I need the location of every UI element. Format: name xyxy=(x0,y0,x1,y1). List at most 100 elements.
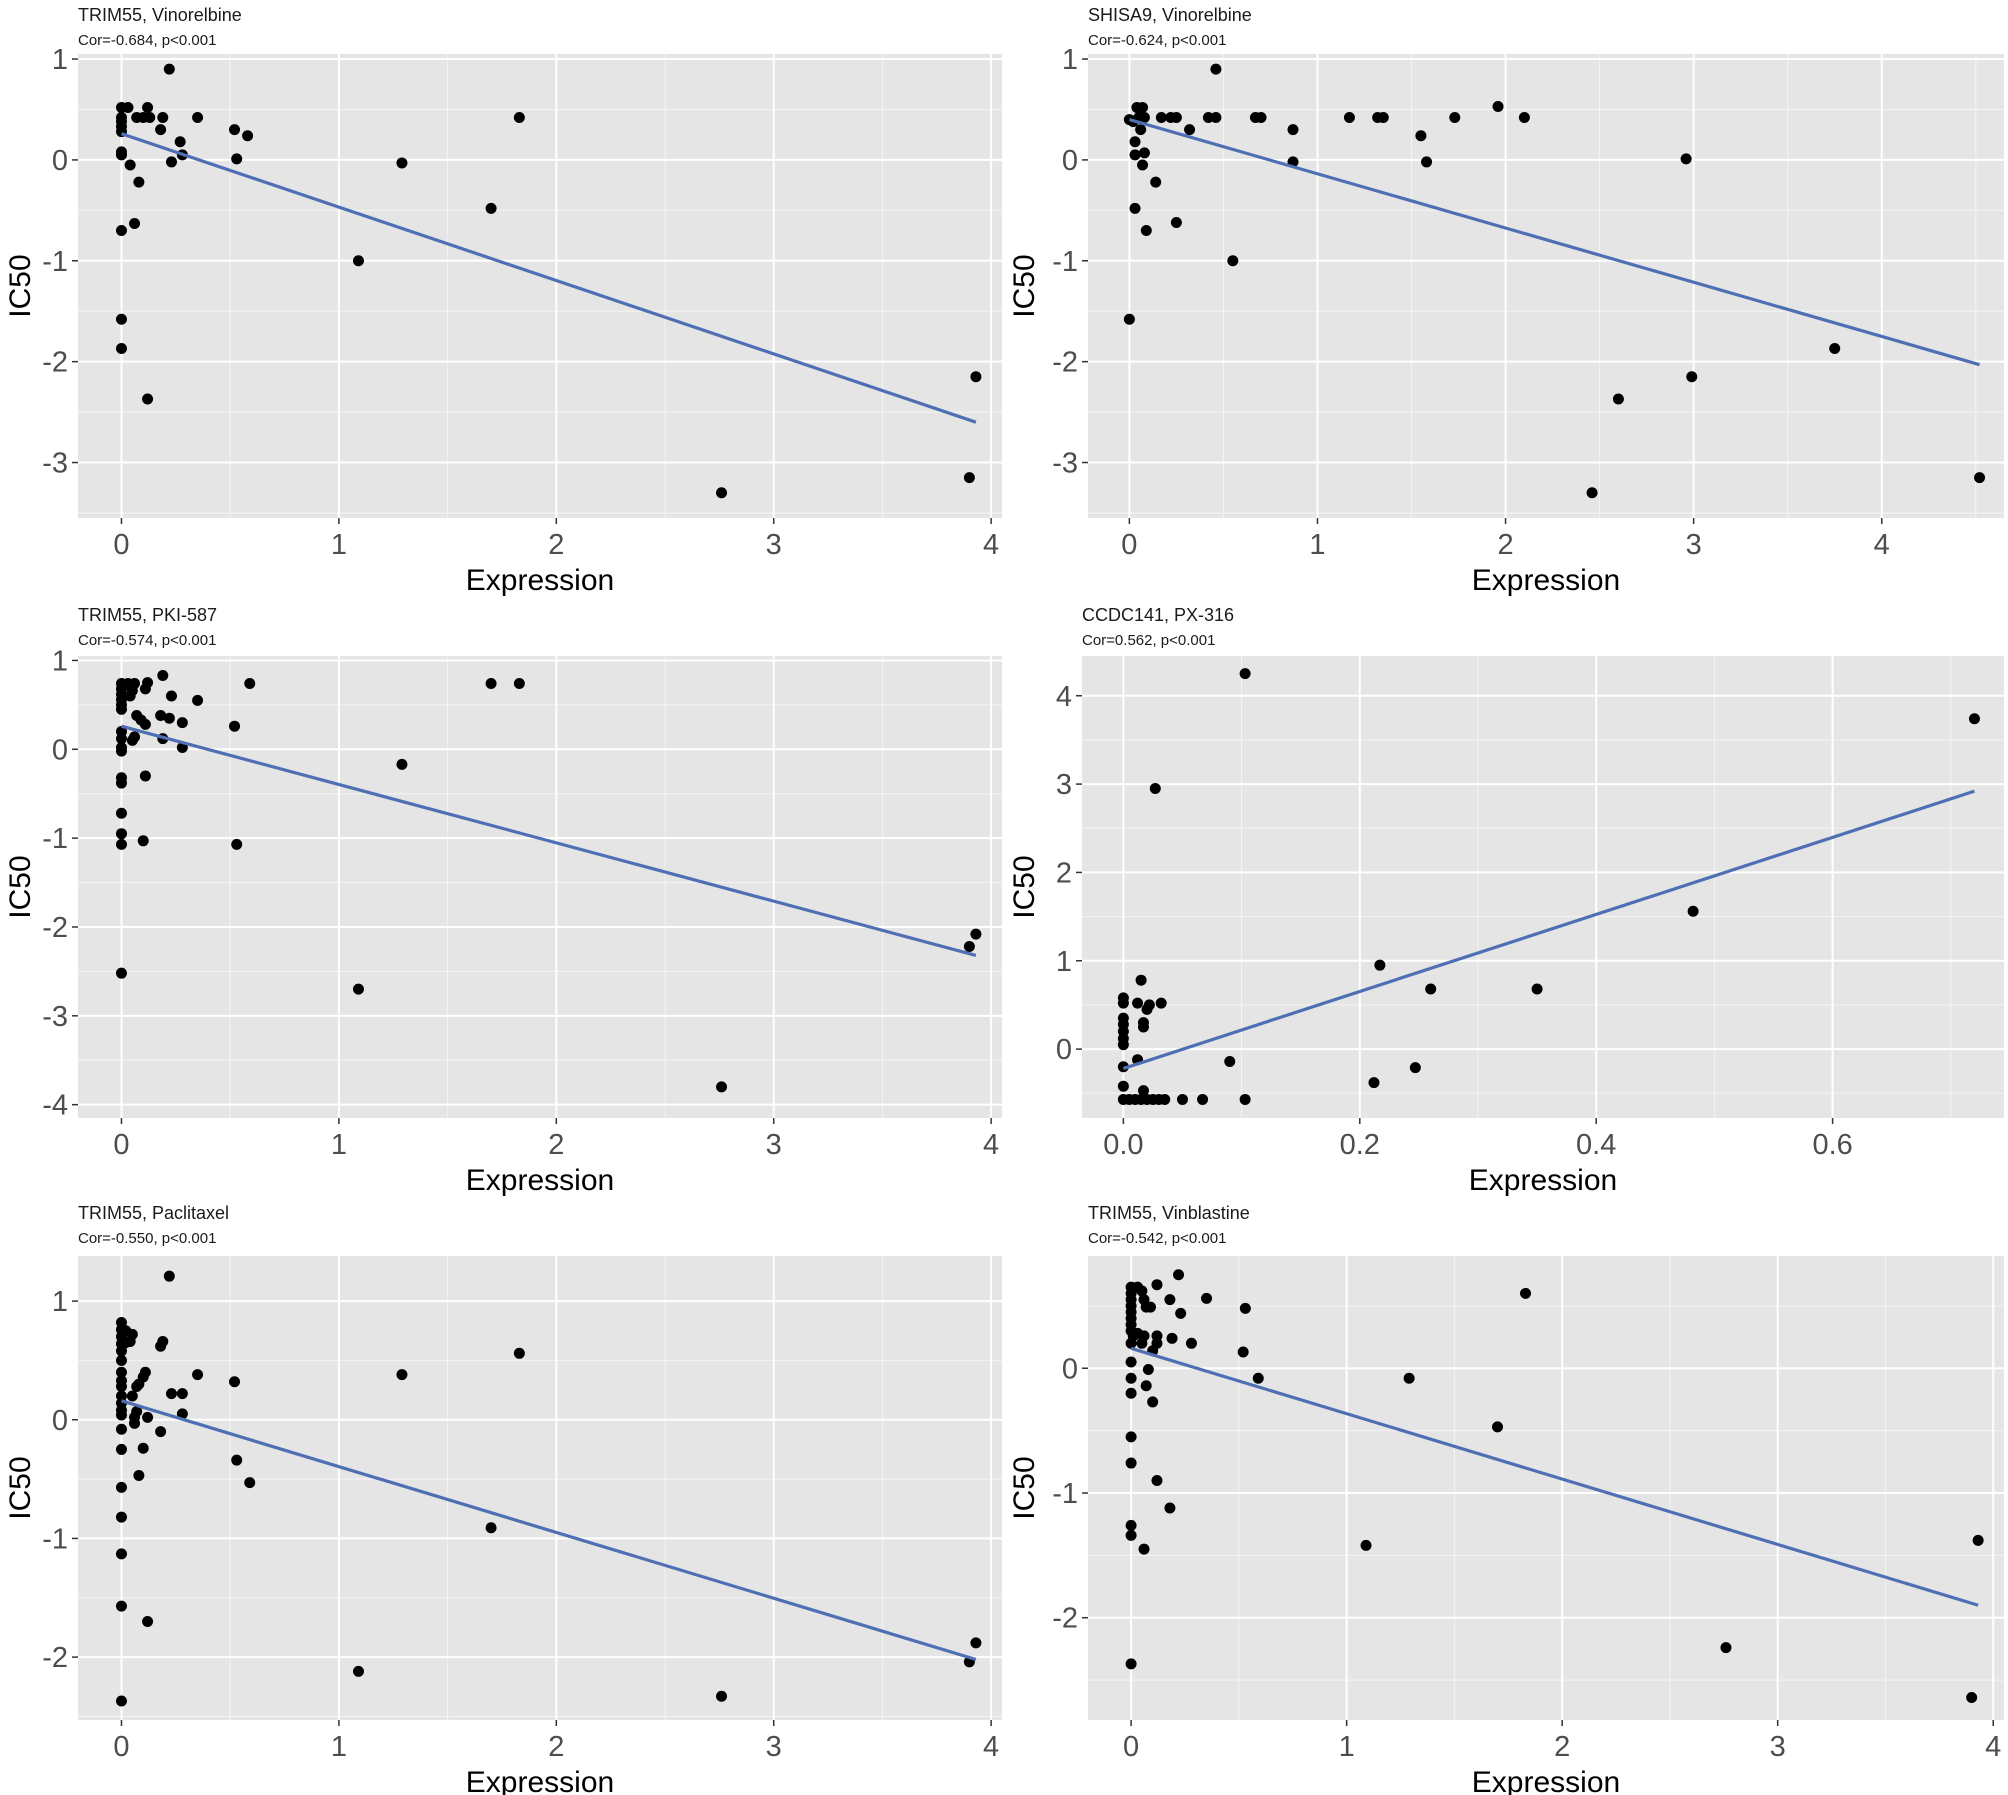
y-tick-label: -2 xyxy=(1052,1603,1078,1635)
y-tick-label: -3 xyxy=(42,448,68,480)
data-point xyxy=(139,718,151,730)
data-point xyxy=(485,1522,497,1534)
x-tick-label: 0 xyxy=(113,1731,129,1763)
x-tick-label: 4 xyxy=(983,1731,999,1763)
x-axis-title: Expression xyxy=(1472,1766,1620,1795)
data-point xyxy=(1227,255,1239,267)
data-point xyxy=(242,130,254,142)
data-point xyxy=(1184,124,1196,136)
x-axis-title: Expression xyxy=(466,1766,614,1795)
y-axis-title: IC50 xyxy=(1008,254,1041,317)
data-point xyxy=(1368,1077,1380,1089)
plot-background xyxy=(78,656,1002,1118)
y-tick-label: 1 xyxy=(52,645,68,677)
data-point xyxy=(192,694,204,706)
data-point xyxy=(129,1417,141,1429)
data-point xyxy=(1966,1692,1978,1704)
panel-title: SHISA9, Vinorelbine xyxy=(1088,5,1252,25)
data-point xyxy=(1123,313,1135,325)
data-point xyxy=(1155,997,1167,1009)
data-point xyxy=(1210,112,1222,124)
y-tick-label: -4 xyxy=(42,1090,68,1122)
data-point xyxy=(1136,1285,1148,1297)
x-tick-label: 3 xyxy=(1770,1731,1786,1763)
regression-line xyxy=(121,724,977,957)
data-point xyxy=(229,124,241,136)
plot-background xyxy=(1082,656,2004,1118)
data-point xyxy=(1377,112,1389,124)
data-point xyxy=(157,670,169,682)
y-tick-label: 0 xyxy=(52,1405,68,1437)
data-point xyxy=(1492,100,1504,112)
data-point xyxy=(165,690,177,702)
panel-1: TRIM55, Vinorelbine Cor=-0.684, p<0.001 0 1… xyxy=(0,0,1004,597)
data-point xyxy=(352,1665,364,1677)
y-tick-label: 0 xyxy=(52,734,68,766)
data-point xyxy=(1164,1294,1176,1306)
data-point xyxy=(115,1548,127,1560)
scatter-plot: 0 1 2 3 4 -2 -1 0 1 Expression IC50 xyxy=(4,1256,1002,1795)
data-point xyxy=(192,112,204,124)
data-point xyxy=(1518,112,1530,124)
data-point xyxy=(229,1376,241,1388)
data-point xyxy=(1680,153,1692,165)
data-point xyxy=(1117,997,1129,1009)
data-point xyxy=(1255,112,1267,124)
plot-background xyxy=(1088,1256,2004,1720)
panel-subtitle: Cor=-0.542, p<0.001 xyxy=(1088,1230,1227,1247)
data-point xyxy=(1125,1457,1137,1469)
data-point xyxy=(1137,1021,1149,1033)
data-point xyxy=(115,745,127,757)
data-point xyxy=(1449,112,1461,124)
x-tick-label: 3 xyxy=(766,1129,782,1161)
data-point xyxy=(1145,1301,1157,1313)
x-tick-label: 3 xyxy=(1686,529,1702,561)
data-point xyxy=(1117,1080,1129,1092)
y-tick-label: 0 xyxy=(1056,1034,1072,1066)
x-tick-label: 4 xyxy=(983,529,999,561)
data-point xyxy=(133,1470,145,1482)
x-tick-label: 1 xyxy=(331,529,347,561)
data-point xyxy=(115,313,127,325)
data-point xyxy=(1164,1502,1176,1514)
data-point xyxy=(1586,487,1598,499)
data-point xyxy=(126,734,138,746)
data-point xyxy=(1155,112,1167,124)
data-point xyxy=(1403,1372,1415,1384)
x-tick-label: 1 xyxy=(1339,1731,1355,1763)
y-tick-label: -1 xyxy=(42,246,68,278)
data-point xyxy=(485,202,497,214)
scatter-plot: 0 1 2 3 4 -3 -2 -1 0 1 Expression IC50 xyxy=(4,44,1002,597)
data-point xyxy=(115,149,127,161)
data-point xyxy=(1129,202,1141,214)
data-point xyxy=(165,1388,177,1400)
data-point xyxy=(155,1426,167,1438)
data-point xyxy=(163,712,175,724)
data-point xyxy=(1125,1387,1137,1399)
panel-title: CCDC141, PX-316 xyxy=(1082,605,1235,625)
data-point xyxy=(963,941,975,953)
data-point xyxy=(1135,124,1147,136)
y-tick-label: 0 xyxy=(1062,1353,1078,1385)
regression-line xyxy=(1130,1346,1979,1607)
data-point xyxy=(126,1390,138,1402)
data-point xyxy=(155,124,167,136)
data-point xyxy=(115,343,127,355)
data-point xyxy=(231,838,243,850)
data-point xyxy=(115,1423,127,1435)
data-point xyxy=(1829,343,1841,355)
data-point xyxy=(244,678,256,690)
data-point xyxy=(1166,1332,1178,1344)
x-axis-title: Expression xyxy=(1469,1164,1617,1197)
panel-6: TRIM55, Vinblastine Cor=-0.542, p<0.001 0 1… xyxy=(1004,1198,2008,1795)
data-point xyxy=(352,255,364,267)
y-tick-label: -2 xyxy=(42,1642,68,1674)
data-point xyxy=(1149,783,1161,795)
data-point xyxy=(120,1337,132,1349)
x-tick-label: 0 xyxy=(113,529,129,561)
data-point xyxy=(115,807,127,819)
data-point xyxy=(137,1442,149,1454)
x-tick-label: 2 xyxy=(548,1731,564,1763)
x-tick-label: 3 xyxy=(766,1731,782,1763)
data-point xyxy=(1151,1279,1163,1291)
